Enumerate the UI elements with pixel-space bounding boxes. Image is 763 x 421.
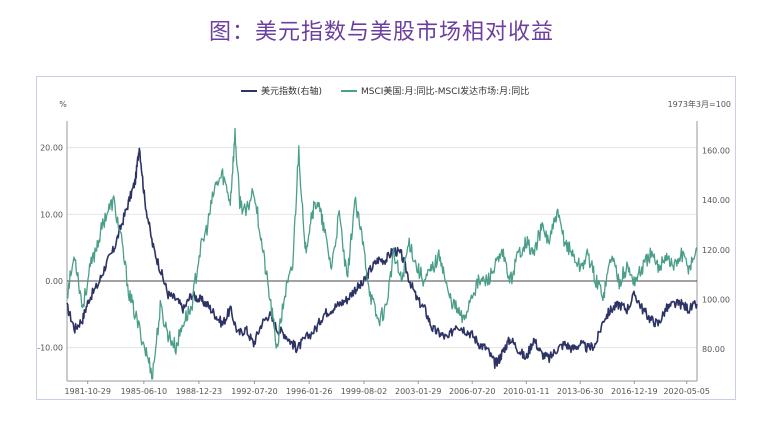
x-tick-label: 1992-07-20 (231, 387, 278, 396)
legend-label-dxy: 美元指数(右轴) (261, 85, 322, 97)
x-tick-label: 2013-06-30 (557, 387, 604, 396)
y-right-tick-label: 140.00 (702, 196, 730, 205)
x-tick-label: 2020-05-05 (663, 387, 710, 396)
series-layer (66, 127, 698, 380)
x-tick-label: 1996-01-26 (286, 387, 333, 396)
y-left-tick-label: 20.00 (40, 144, 63, 153)
x-tick-label: 2010-01-11 (503, 387, 550, 396)
y-right-tick-label: 160.00 (702, 147, 730, 156)
chart-frame: 20.00 10.00 0.00 -10.00 160.00 140.00 120.00 10… (36, 76, 736, 400)
chart-svg: 20.00 10.00 0.00 -10.00 160.00 140.00 120.00 10… (37, 85, 731, 396)
y-right-tick-label: 120.00 (702, 246, 730, 255)
x-tick-label: 2003-01-29 (395, 387, 442, 396)
y-left-tick-label: -10.00 (37, 344, 63, 353)
y-left-tick-label: 0.00 (45, 277, 63, 286)
series-line-dxy (66, 147, 698, 369)
y-left-tick-label: 10.00 (40, 210, 63, 219)
y-right-tick-label: 100.00 (702, 295, 730, 304)
y-right-tick-label: 80.00 (702, 345, 725, 354)
left-unit-label: % (59, 100, 67, 109)
axes: 20.00 10.00 0.00 -10.00 160.00 140.00 120.00 10… (37, 99, 731, 396)
x-tick-label: 1981-10-29 (64, 387, 111, 396)
page-title: 图：美元指数与美股市场相对收益 (208, 20, 554, 45)
series-line-msci (66, 127, 698, 380)
legend-label-msci: MSCI美国:月:同比-MSCI发达市场:月:同比 (361, 85, 529, 97)
x-tick-label: 1999-08-02 (341, 387, 388, 396)
x-tick-label: 1988-12-23 (176, 387, 223, 396)
x-tick-label: 2016-12-19 (611, 387, 658, 396)
x-tick-label: 2006-07-20 (449, 387, 496, 396)
right-unit-label: 1973年3月=100 (668, 99, 731, 109)
legend: 美元指数(右轴) MSCI美国:月:同比-MSCI发达市场:月:同比 (241, 85, 529, 97)
x-tick-label: 1985-06-10 (121, 387, 168, 396)
